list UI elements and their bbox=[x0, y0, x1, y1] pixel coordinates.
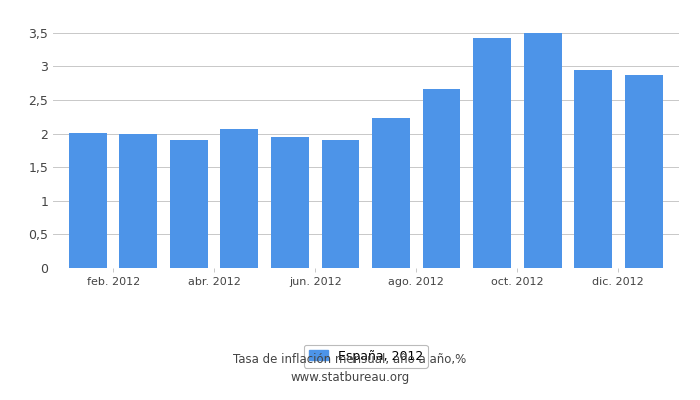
Bar bbox=[271, 137, 309, 268]
Bar bbox=[321, 140, 359, 268]
Bar bbox=[624, 75, 663, 268]
Legend: España, 2012: España, 2012 bbox=[304, 344, 428, 368]
Bar bbox=[524, 34, 561, 268]
Text: www.statbureau.org: www.statbureau.org bbox=[290, 372, 410, 384]
Bar bbox=[473, 38, 511, 268]
Text: Tasa de inflación mensual, año a año,%: Tasa de inflación mensual, año a año,% bbox=[233, 354, 467, 366]
Bar bbox=[574, 70, 612, 268]
Bar bbox=[120, 134, 158, 268]
Bar bbox=[69, 133, 107, 268]
Bar bbox=[372, 118, 410, 268]
Bar bbox=[170, 140, 208, 268]
Bar bbox=[423, 88, 461, 268]
Bar bbox=[220, 129, 258, 268]
